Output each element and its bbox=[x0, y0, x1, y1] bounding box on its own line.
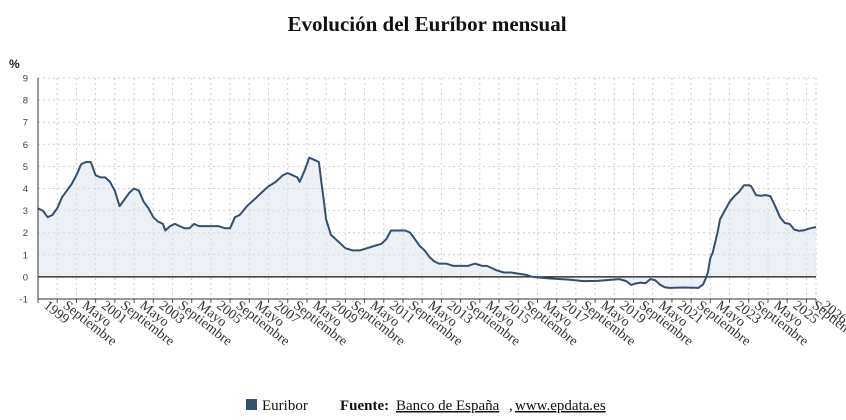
source-site-link[interactable]: www.epdata.es bbox=[515, 398, 606, 414]
legend: Euribor bbox=[246, 398, 308, 414]
source-separator: , bbox=[509, 398, 513, 414]
y-tick-label: 7 bbox=[23, 118, 28, 129]
legend-swatch-euribor bbox=[246, 399, 257, 410]
x-tick-labels: 1999SeptiembreMayo2001SeptiembreMayo2003… bbox=[41, 298, 846, 349]
chart-title: Evolución del Euríbor mensual bbox=[287, 12, 566, 36]
legend-label-euribor: Euribor bbox=[262, 398, 308, 414]
y-tick-label: 6 bbox=[23, 140, 28, 151]
line-layer bbox=[37, 156, 817, 289]
y-tick-label: 4 bbox=[23, 184, 28, 195]
area-layer bbox=[38, 157, 816, 288]
y-tick-label: 9 bbox=[23, 74, 28, 85]
y-tick-label: 5 bbox=[23, 162, 28, 173]
y-tick-labels: -1 0 1 2 3 4 5 6 7 8 9 bbox=[20, 74, 28, 306]
y-tick-label: -1 bbox=[20, 295, 28, 306]
series-line-euribor bbox=[37, 156, 817, 289]
y-tick-label: 1 bbox=[23, 250, 28, 261]
y-tick-label: 8 bbox=[23, 96, 28, 107]
source-org-link[interactable]: Banco de España bbox=[396, 398, 500, 414]
series-area-euribor bbox=[38, 157, 816, 288]
axes bbox=[37, 78, 817, 303]
grid bbox=[37, 77, 817, 300]
y-axis-unit: % bbox=[9, 57, 20, 71]
source-note: Fuente: Banco de España , www.epdata.es bbox=[340, 398, 606, 414]
y-tick-label: 3 bbox=[23, 206, 28, 217]
source-label: Fuente: bbox=[340, 398, 389, 414]
y-tick-label: 2 bbox=[23, 228, 28, 239]
y-tick-label: 0 bbox=[23, 272, 28, 283]
